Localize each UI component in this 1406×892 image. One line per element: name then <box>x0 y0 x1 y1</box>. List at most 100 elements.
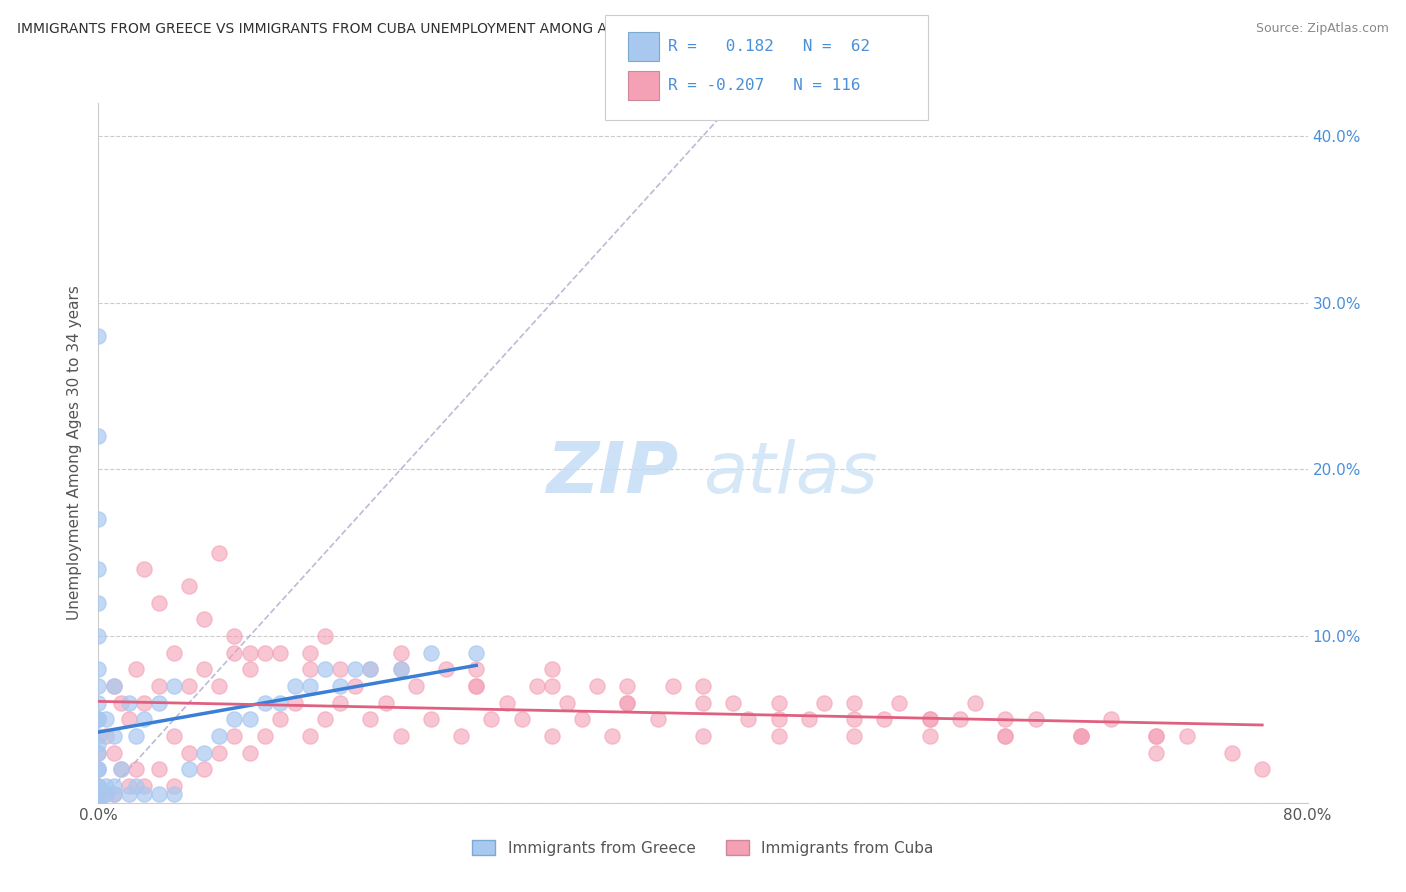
Point <box>284 679 307 693</box>
Point <box>87 796 110 810</box>
Point <box>1251 763 1274 777</box>
Point <box>434 662 457 676</box>
Point <box>768 713 790 727</box>
Point <box>269 713 291 727</box>
Point <box>87 713 110 727</box>
Point <box>87 788 110 802</box>
Point <box>374 696 396 710</box>
Point <box>329 696 352 710</box>
Point <box>389 662 412 676</box>
Point <box>208 746 231 760</box>
Point <box>148 788 170 802</box>
Point <box>994 729 1017 743</box>
Point <box>132 788 155 802</box>
Point <box>87 796 110 810</box>
Point <box>87 779 110 793</box>
Point <box>179 763 201 777</box>
Point <box>224 646 246 660</box>
Point <box>269 696 291 710</box>
Point <box>994 729 1017 743</box>
Point <box>163 729 186 743</box>
Point <box>179 746 201 760</box>
Point <box>118 713 141 727</box>
Point <box>110 696 132 710</box>
Point <box>314 713 336 727</box>
Point <box>737 713 759 727</box>
Point <box>571 713 593 727</box>
Point <box>360 662 382 676</box>
Point <box>661 679 683 693</box>
Point <box>87 729 110 743</box>
Point <box>193 746 215 760</box>
Point <box>87 796 110 810</box>
Point <box>132 696 155 710</box>
Point <box>994 713 1017 727</box>
Point <box>692 696 714 710</box>
Point <box>450 729 472 743</box>
Point <box>87 796 110 810</box>
Point <box>1099 713 1122 727</box>
Point <box>253 646 276 660</box>
Point <box>125 779 148 793</box>
Point <box>87 696 110 710</box>
Point <box>103 729 125 743</box>
Point <box>148 679 170 693</box>
Point <box>360 662 382 676</box>
Point <box>918 713 941 727</box>
Point <box>465 646 488 660</box>
Point <box>103 788 125 802</box>
Point <box>87 596 110 610</box>
Point <box>87 796 110 810</box>
Point <box>125 729 148 743</box>
Point <box>103 679 125 693</box>
Point <box>103 779 125 793</box>
Point <box>284 696 307 710</box>
Point <box>420 646 443 660</box>
Point <box>526 679 548 693</box>
Point <box>94 713 117 727</box>
Point <box>299 729 322 743</box>
Text: IMMIGRANTS FROM GREECE VS IMMIGRANTS FROM CUBA UNEMPLOYMENT AMONG AGES 30 TO 34 : IMMIGRANTS FROM GREECE VS IMMIGRANTS FRO… <box>17 22 905 37</box>
Point <box>163 679 186 693</box>
Text: R =   0.182   N =  62: R = 0.182 N = 62 <box>668 39 870 54</box>
Point <box>239 646 262 660</box>
Legend: Immigrants from Greece, Immigrants from Cuba: Immigrants from Greece, Immigrants from … <box>467 833 939 862</box>
Point <box>94 729 117 743</box>
Point <box>314 629 336 643</box>
Point <box>555 696 578 710</box>
Point <box>616 679 638 693</box>
Point <box>540 662 562 676</box>
Point <box>1220 746 1243 760</box>
Point <box>87 779 110 793</box>
Point <box>239 662 262 676</box>
Point <box>208 679 231 693</box>
Point <box>873 713 896 727</box>
Point <box>87 796 110 810</box>
Point <box>844 729 866 743</box>
Point <box>94 788 117 802</box>
Point <box>253 729 276 743</box>
Point <box>224 629 246 643</box>
Point <box>94 788 117 802</box>
Point <box>465 662 488 676</box>
Point <box>103 679 125 693</box>
Point <box>193 662 215 676</box>
Point <box>540 729 562 743</box>
Point <box>193 612 215 626</box>
Point <box>1024 713 1046 727</box>
Point <box>224 713 246 727</box>
Point <box>87 796 110 810</box>
Point <box>103 788 125 802</box>
Point <box>87 746 110 760</box>
Point <box>1144 746 1167 760</box>
Point <box>208 729 231 743</box>
Point <box>692 729 714 743</box>
Point <box>918 729 941 743</box>
Point <box>1070 729 1092 743</box>
Point <box>949 713 972 727</box>
Point <box>87 429 110 443</box>
Point <box>239 713 262 727</box>
Point <box>103 746 125 760</box>
Point <box>132 713 155 727</box>
Point <box>602 729 624 743</box>
